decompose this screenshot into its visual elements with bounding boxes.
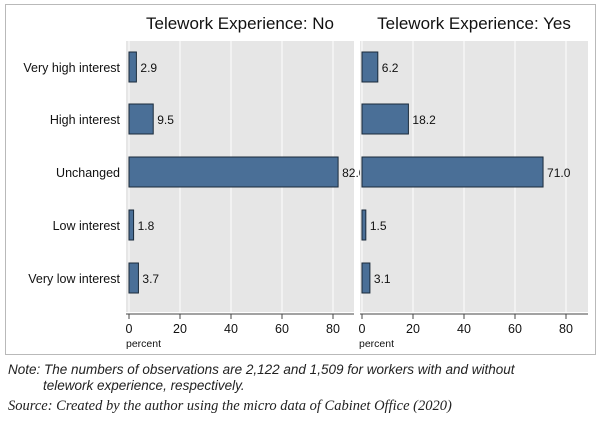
bar <box>128 103 154 135</box>
x-tick-label: 40 <box>224 322 238 336</box>
category-label: Unchanged <box>56 166 120 180</box>
x-tick-label: 20 <box>173 322 187 336</box>
panel-title: Telework Experience: No <box>146 14 334 33</box>
bar <box>361 156 544 188</box>
data-label: 1.8 <box>138 219 155 233</box>
panel-title: Telework Experience: Yes <box>377 14 571 33</box>
data-label: 2.9 <box>140 61 157 75</box>
bar <box>361 103 409 135</box>
data-label: 18.2 <box>412 113 436 127</box>
figure-note: Note: The numbers of observations are 2,… <box>8 362 593 394</box>
data-label: 3.1 <box>374 272 391 286</box>
x-tick-label: 60 <box>508 322 522 336</box>
bar <box>361 262 371 294</box>
x-tick-label: 80 <box>326 322 340 336</box>
category-label: Very high interest <box>23 61 120 75</box>
x-tick-label: 20 <box>406 322 420 336</box>
category-label: Low interest <box>53 219 121 233</box>
figure-source: Source: Created by the author using the … <box>8 398 452 414</box>
x-tick-label: 40 <box>457 322 471 336</box>
bar <box>128 262 139 294</box>
data-label: 3.7 <box>142 272 159 286</box>
bar <box>361 51 379 83</box>
bar <box>361 209 367 241</box>
x-axis-title: percent <box>126 338 161 350</box>
bar <box>128 209 135 241</box>
category-label: High interest <box>50 113 121 127</box>
data-label: 82.0 <box>342 166 366 180</box>
data-label: 71.0 <box>547 166 571 180</box>
bar <box>128 156 339 188</box>
data-label: 1.5 <box>370 219 387 233</box>
note-line-1: Note: The numbers of observations are 2,… <box>8 362 515 377</box>
category-label: Very low interest <box>28 272 120 286</box>
data-label: 9.5 <box>157 113 174 127</box>
x-tick-label: 60 <box>275 322 289 336</box>
chart: Very high interest High interest Unchanged… <box>23 14 588 350</box>
data-label: 6.2 <box>382 61 399 75</box>
x-tick-label: 0 <box>359 322 366 336</box>
x-axis-title: percent <box>359 338 394 350</box>
chart-frame: Very high interest High interest Unchanged… <box>5 4 596 355</box>
bar <box>128 51 137 83</box>
x-tick-label: 80 <box>559 322 573 336</box>
note-line-2: telework experience, respectively. <box>43 378 245 393</box>
x-tick-label: 0 <box>126 322 133 336</box>
